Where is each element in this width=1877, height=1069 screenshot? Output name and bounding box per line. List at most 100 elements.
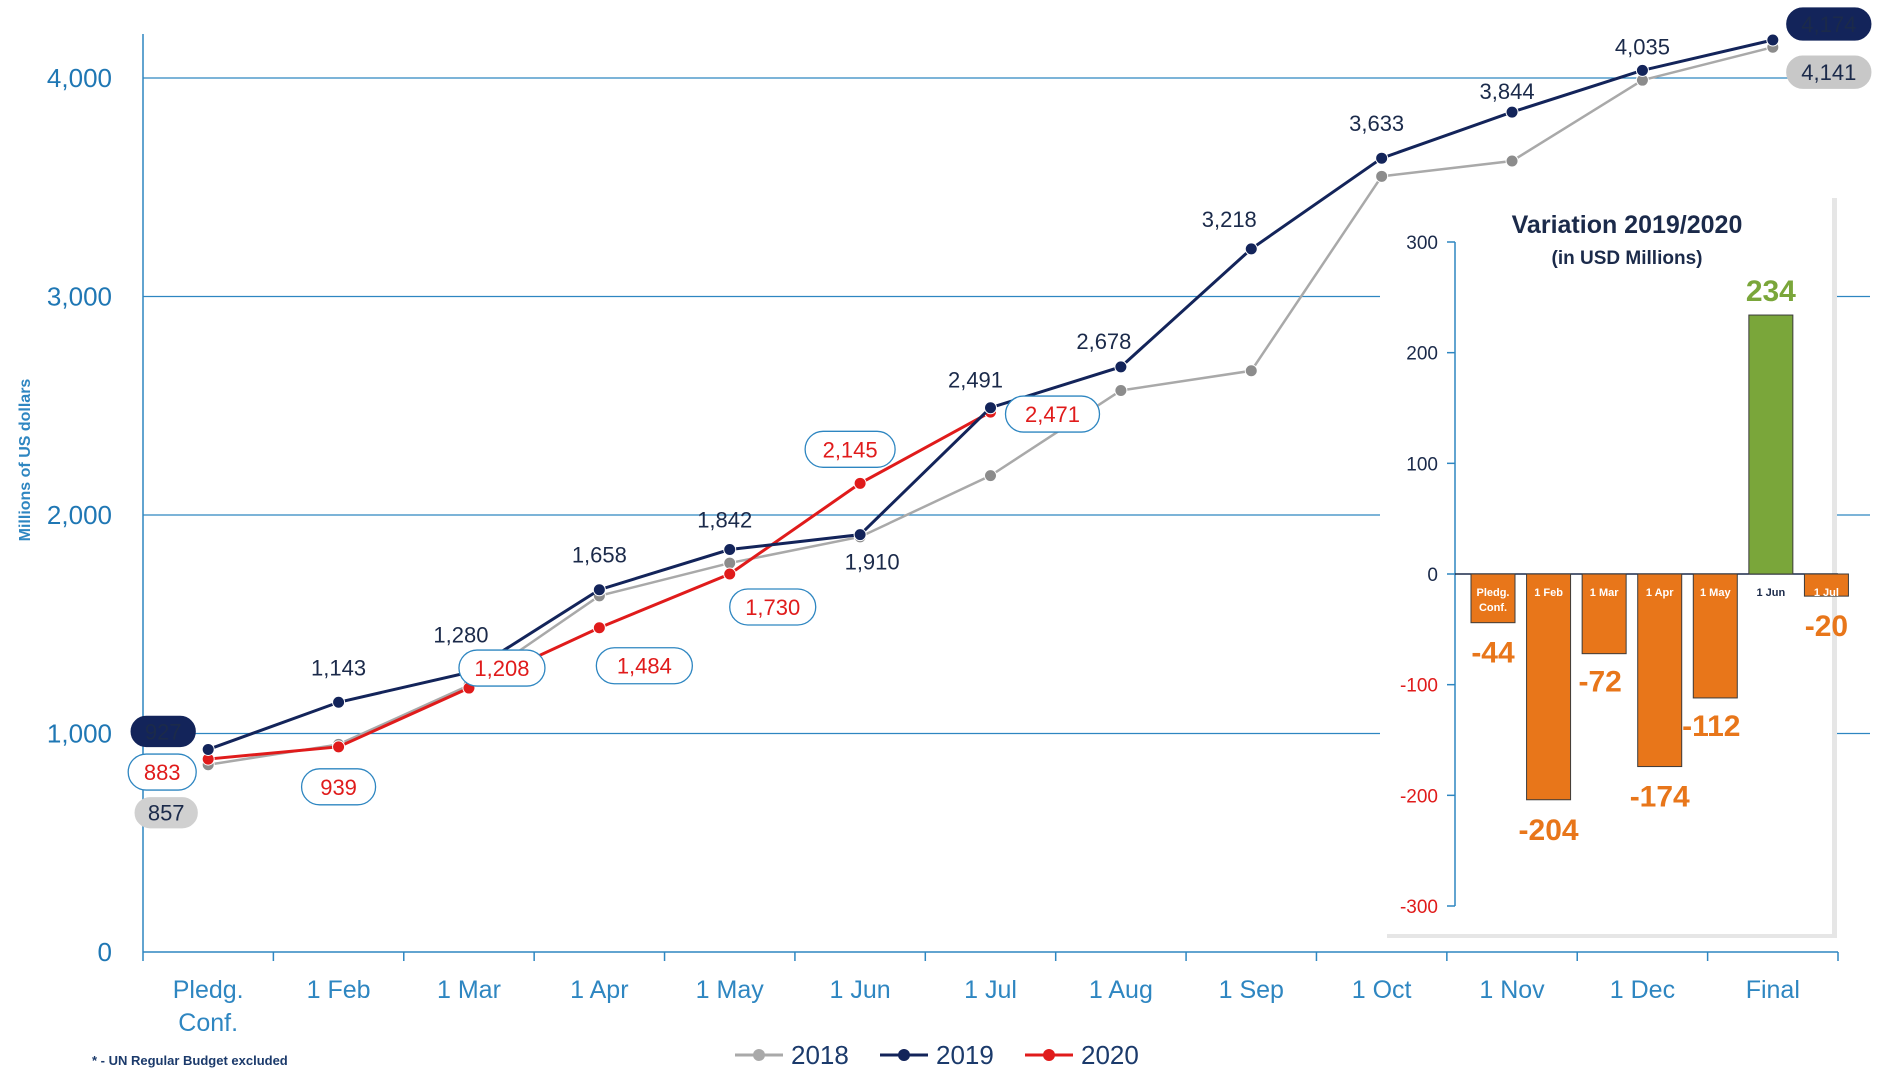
series-point-2019 [201, 742, 215, 756]
legend-swatch-marker [898, 1049, 910, 1061]
legend: 2018 2019 2020 [735, 1040, 1139, 1069]
x-tick-label: Conf. [178, 1009, 238, 1037]
main-axes: Pledg. Conf. 1 Feb 1 Mar 1 Apr 1 May 1 Jun 1 Ju… [142, 34, 1839, 1037]
inset-value-label: -20 [1805, 610, 1848, 643]
x-tick-label: Final [1746, 976, 1800, 1004]
label-2019: 1,280 [433, 622, 488, 647]
y-tick-label: 3,000 [47, 282, 112, 312]
inset-category-label: 1 Apr [1646, 587, 1674, 599]
y-tick-label: 1,000 [47, 719, 112, 749]
series-point-2018 [1244, 364, 1258, 378]
footnote: * - UN Regular Budget excluded [92, 1053, 288, 1068]
inset-category-label: Conf. [1479, 602, 1507, 614]
label-2020-pill [729, 588, 817, 626]
inset-y-tick-label: 200 [1406, 344, 1438, 365]
series-point-2020 [332, 740, 346, 754]
x-tick-label: 1 Aug [1089, 976, 1153, 1004]
label-2020-pill [300, 768, 377, 806]
series-point-2019 [1635, 63, 1649, 77]
series-point-2019 [723, 543, 737, 557]
label-2020: 2,145 [823, 437, 878, 462]
inset-value-label: -174 [1630, 781, 1690, 814]
series-point-2019 [1244, 242, 1258, 256]
y-tick-label: 4,000 [47, 63, 112, 93]
x-tick-label: Pledg. [173, 976, 244, 1004]
y-tick-label: 2,000 [47, 500, 112, 530]
label-2020-pill [804, 430, 896, 468]
x-tick-label: 1 Feb [307, 976, 371, 1004]
main-gridlines: 0 1,000 2,000 3,000 4,000 [47, 63, 1870, 967]
x-tick-label: 1 Jun [830, 976, 891, 1004]
label-2018-pill [134, 797, 198, 829]
inset-bar [1581, 573, 1627, 655]
inset-category-label: 1 May [1700, 587, 1731, 599]
inset-bar [1637, 573, 1683, 768]
x-tick-label: 1 Sep [1219, 976, 1284, 1004]
inset-category-label: 1 Jul [1814, 587, 1839, 599]
label-2019: 1,842 [697, 508, 752, 533]
legend-label: 2018 [791, 1040, 849, 1069]
inset-bar [1692, 573, 1738, 699]
label-2019: 3,844 [1480, 79, 1535, 104]
label-2019: 1,143 [311, 655, 366, 680]
inset-value-label: -204 [1519, 814, 1579, 847]
main-data-labels: 927 1,143 1,280 1,658 1,842 1,910 2,491 2,678 3,… [127, 7, 1872, 829]
inset-y-tick-label: -100 [1400, 676, 1438, 697]
label-2019: 3,218 [1202, 207, 1257, 232]
label-2020-pill [595, 647, 693, 685]
label-2018: 857 [148, 801, 185, 826]
x-tick-label: 1 Apr [570, 976, 628, 1004]
inset-category-label: 1 Feb [1534, 587, 1563, 599]
series-point-2020 [723, 567, 737, 581]
label-2019-pill [130, 715, 196, 748]
series-point-2020 [853, 476, 867, 490]
label-2019-pill [1786, 7, 1872, 41]
label-2019: 2,491 [948, 368, 1003, 393]
label-2020-pill [127, 753, 197, 791]
label-2020-pill [1004, 395, 1101, 433]
inset-bar [1803, 573, 1849, 597]
label-2019: 927 [145, 719, 182, 744]
series-point-2018 [1505, 154, 1519, 168]
x-tick-label: 1 Oct [1352, 976, 1412, 1004]
variation-inset: Variation 2019/2020 (in USD Millions) 30… [1380, 192, 1849, 938]
label-2019: 2,678 [1076, 329, 1131, 354]
series-point-2019 [1375, 151, 1389, 165]
x-tick-label: 1 Jul [964, 976, 1017, 1004]
series-point-2019 [332, 695, 346, 709]
label-2020-pill [458, 649, 546, 687]
label-2019: 1,658 [572, 543, 627, 568]
inset-value-label: -112 [1682, 710, 1740, 743]
label-2019: 3,633 [1349, 111, 1404, 136]
inset-bar [1526, 573, 1572, 801]
inset-bar [1470, 573, 1516, 624]
y-tick-label: 0 [98, 937, 112, 967]
inset-category-label: Pledg. [1476, 587, 1509, 599]
x-tick-label: 1 May [696, 976, 765, 1004]
series-point-2018 [1375, 169, 1389, 183]
x-tick-label: 1 Nov [1479, 976, 1545, 1004]
label-2020: 1,208 [474, 656, 529, 681]
label-2020: 1,730 [745, 595, 800, 620]
series-point-2018 [723, 556, 737, 570]
series-point-2019 [984, 401, 997, 415]
label-2020: 2,471 [1025, 402, 1080, 427]
label-2018: 4,141 [1801, 60, 1856, 85]
inset-y-tick-label: -300 [1400, 897, 1438, 918]
series-point-2018 [984, 469, 997, 483]
inset-title: Variation 2019/2020 [1512, 211, 1743, 239]
label-2020: 1,484 [617, 654, 672, 679]
inset-y-tick-label: 0 [1427, 565, 1438, 586]
inset-y-tick-label: 100 [1406, 454, 1438, 475]
inset-y-tick-label: -200 [1400, 786, 1438, 807]
inset-value-label: -44 [1471, 637, 1515, 670]
label-2019: 4,174 [1801, 12, 1856, 37]
legend-swatch-marker [1043, 1049, 1055, 1061]
x-tick-label: 1 Dec [1610, 976, 1675, 1004]
legend-swatch-marker [753, 1049, 765, 1061]
label-2018-pill [1786, 55, 1872, 89]
legend-label: 2019 [936, 1040, 994, 1069]
label-2019: 1,910 [845, 550, 900, 575]
x-tick-label: 1 Mar [437, 976, 501, 1004]
series-point-2020 [592, 621, 606, 635]
